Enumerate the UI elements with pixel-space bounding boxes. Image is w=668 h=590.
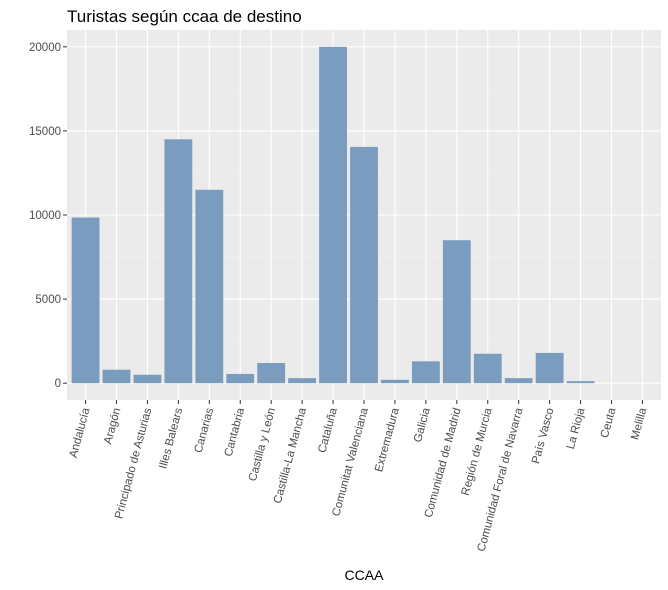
x-tick-label: Aragón <box>102 407 123 446</box>
x-tick-label: La Rioja <box>565 406 588 450</box>
x-tick-label: Castilla y León <box>247 407 278 483</box>
y-tick-label: 5000 <box>35 294 61 306</box>
x-tick-label: Galicia <box>412 406 433 444</box>
y-tick-label: 15000 <box>29 126 61 138</box>
x-tick-label: País Vasco <box>530 407 556 465</box>
x-tick-label: Canarias <box>193 406 217 454</box>
bar <box>71 217 100 384</box>
bar <box>133 374 162 384</box>
x-tick-label: Región de Murcia <box>460 406 495 497</box>
x-tick-label: Ceuta <box>599 406 619 439</box>
x-tick-label: Illes Balears <box>157 406 185 470</box>
bar <box>226 373 255 384</box>
bars <box>71 46 595 384</box>
bar <box>195 189 224 384</box>
bar <box>257 363 286 384</box>
bar <box>566 381 595 384</box>
x-tick-label: Melilla <box>629 406 649 441</box>
y-tick-label: 0 <box>55 378 61 390</box>
bar <box>102 369 131 384</box>
bar <box>411 361 440 384</box>
bar <box>442 240 471 384</box>
bar <box>473 353 502 384</box>
y-tick-label: 20000 <box>29 42 61 54</box>
bar <box>535 352 564 384</box>
x-tick-label: Cantabria <box>223 406 248 458</box>
x-tick-label: Comunitat Valenciana <box>330 406 371 518</box>
x-tick-label: Andalucía <box>68 406 93 459</box>
bar <box>288 378 317 384</box>
x-tick-label: Extremadura <box>373 406 402 473</box>
bar <box>381 379 409 384</box>
bar <box>164 139 193 384</box>
bar <box>504 378 533 384</box>
chart-title: Turistas según ccaa de destino <box>67 7 302 26</box>
y-tick-label: 10000 <box>29 210 61 222</box>
y-axis: 0 5000 10000 15000 20000 <box>29 42 67 390</box>
x-tick-label: Cataluña <box>316 406 340 454</box>
bar <box>319 46 347 384</box>
bar <box>350 146 378 384</box>
x-tick-label: Castilla-La Mancha <box>272 406 309 505</box>
x-axis-title: CCAA <box>345 567 385 583</box>
